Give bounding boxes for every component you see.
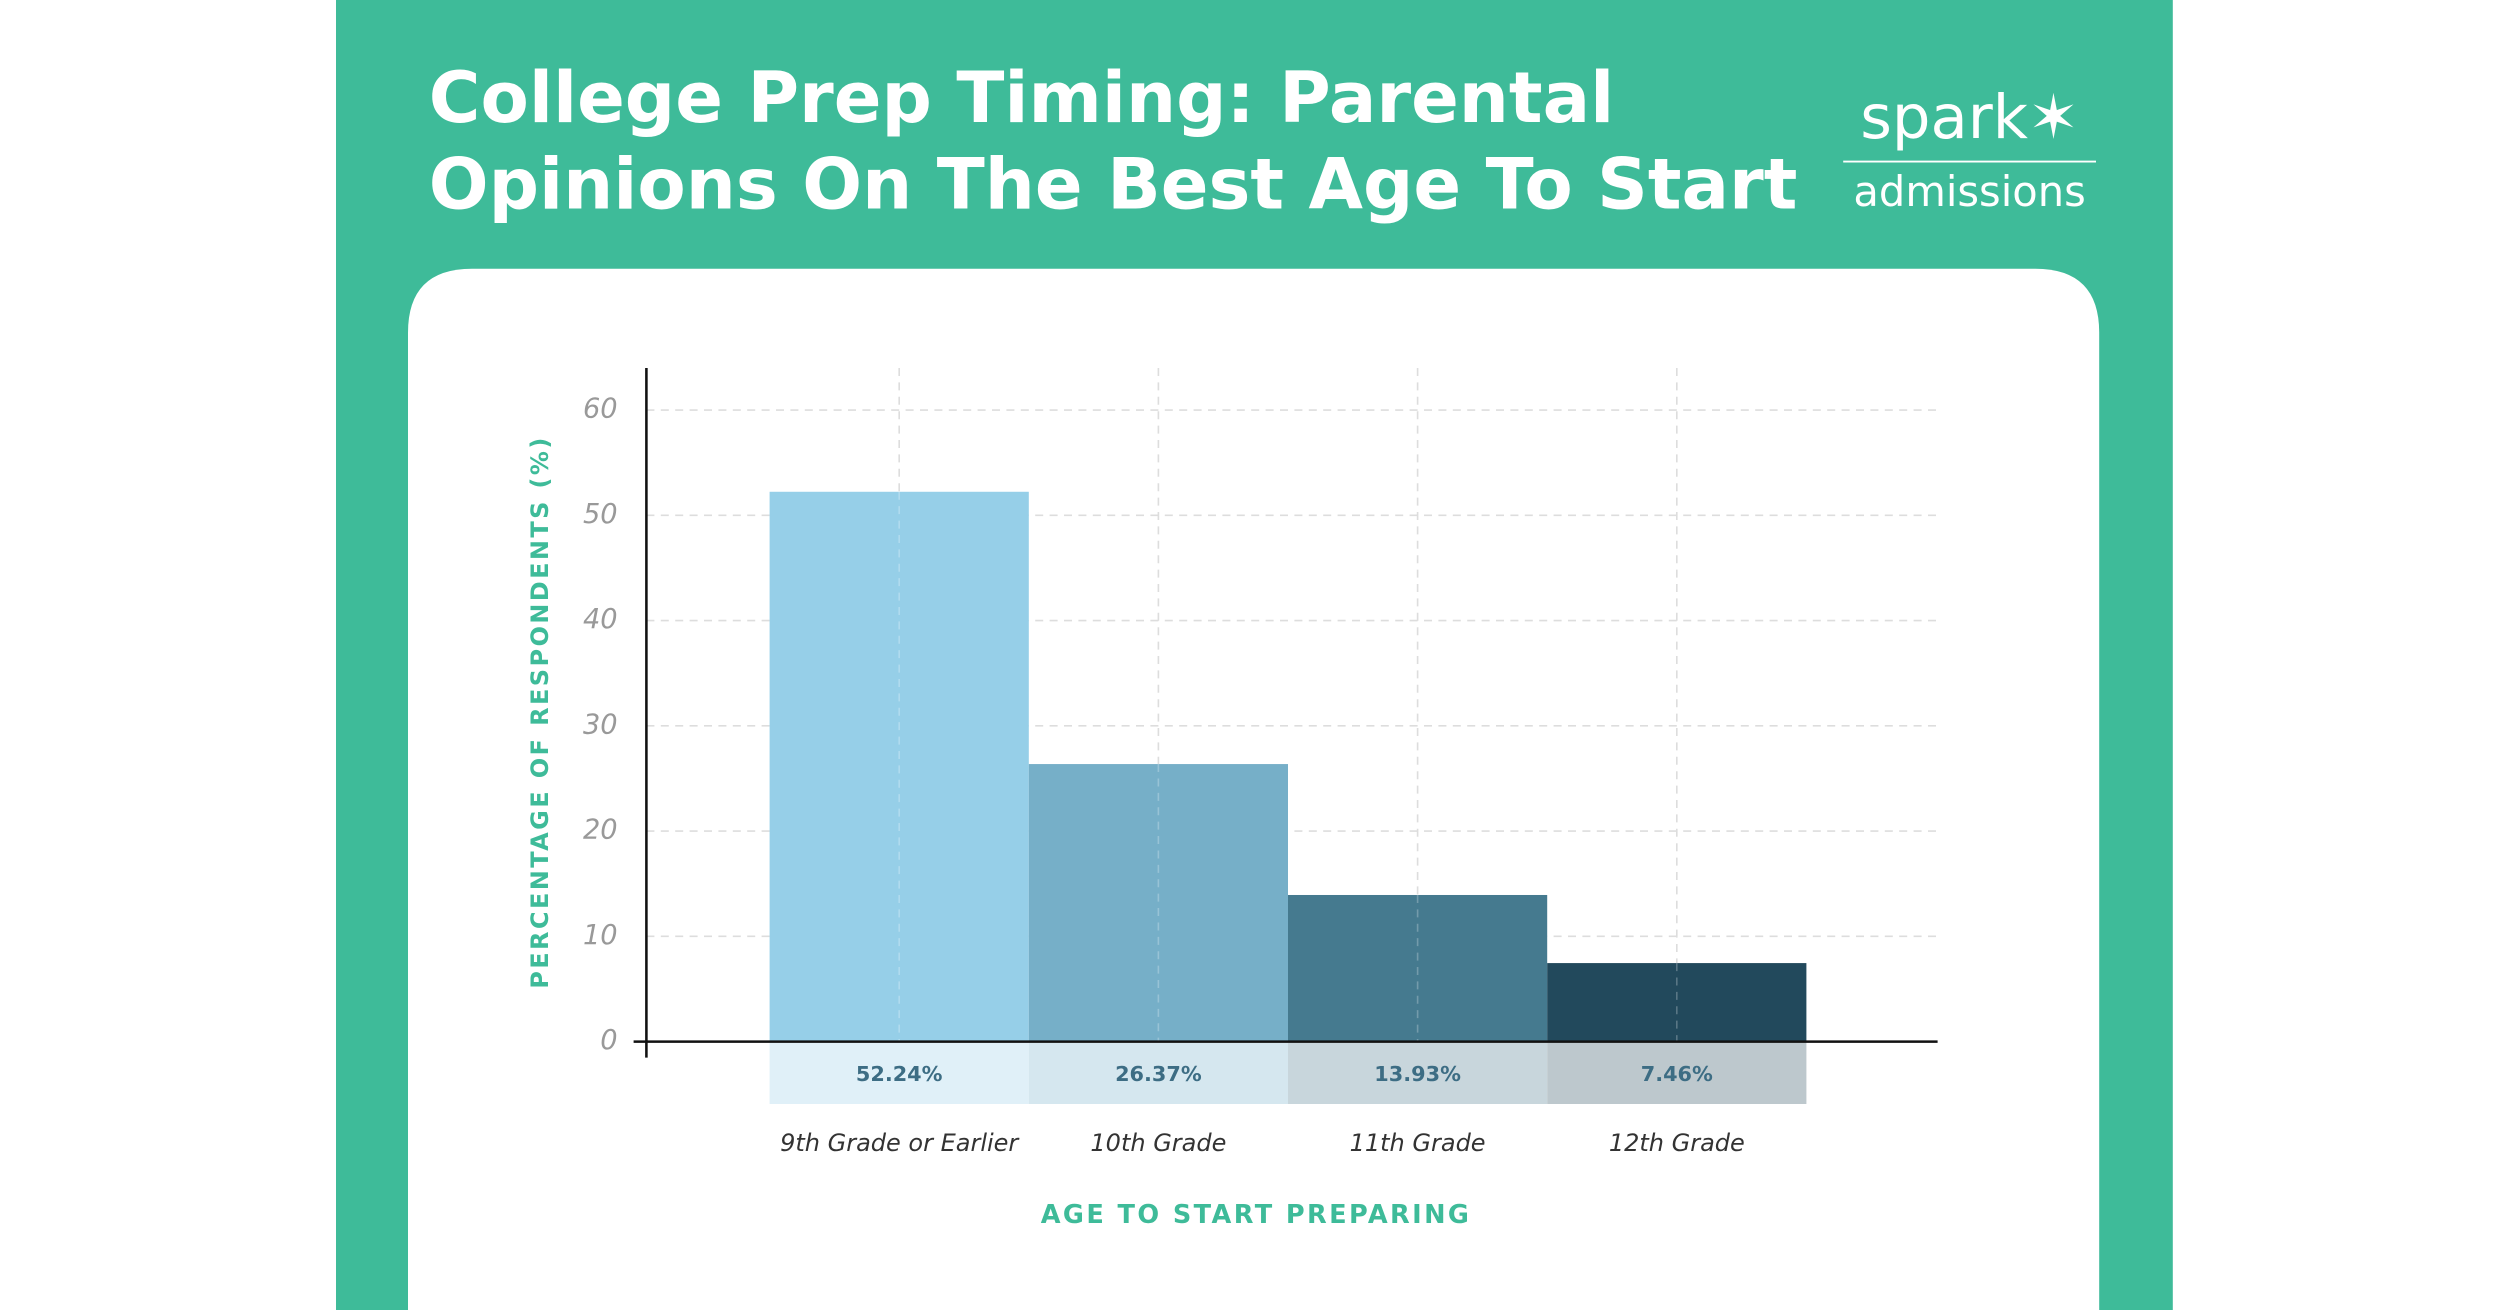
value-label-band (1028, 1041, 1288, 1104)
x-tick-label: 12th Grade (1609, 1129, 1745, 1157)
y-tick-label: 10 (583, 920, 618, 951)
y-tick-label: 50 (583, 499, 618, 530)
x-tick-label: 10th Grade (1090, 1129, 1226, 1157)
value-label-band (1288, 1041, 1548, 1104)
value-label: 26.37% (1115, 1062, 1202, 1086)
y-tick-label: 30 (583, 709, 618, 740)
bar (1028, 764, 1288, 1042)
value-label-band (1547, 1041, 1807, 1104)
y-tick-label: 40 (583, 604, 618, 635)
bar (1288, 894, 1548, 1042)
bar (769, 491, 1029, 1042)
logo-sub: admissions (1853, 167, 2085, 216)
y-tick-label: 0 (600, 1025, 617, 1056)
value-label: 7.46% (1641, 1062, 1713, 1086)
bar (1547, 963, 1807, 1042)
x-tick-label: 9th Grade or Earlier (780, 1129, 1020, 1157)
y-tick-label: 60 (583, 394, 618, 425)
x-tick-label: 11th Grade (1350, 1129, 1486, 1157)
x-axis-label: AGE TO START PREPARING (1041, 1200, 1472, 1230)
chart-title: Opinions On The Best Age To Start (429, 143, 1798, 225)
y-tick-label: 20 (583, 815, 618, 846)
y-axis-label: PERCENTAGE OF RESPONDENTS (%) (526, 435, 554, 988)
value-label-band (769, 1041, 1029, 1104)
logo-brand: spark✶ (1860, 83, 2079, 153)
chart-title: College Prep Timing: Parental (429, 57, 1614, 139)
value-label: 52.24% (856, 1062, 943, 1086)
value-label: 13.93% (1374, 1062, 1461, 1086)
